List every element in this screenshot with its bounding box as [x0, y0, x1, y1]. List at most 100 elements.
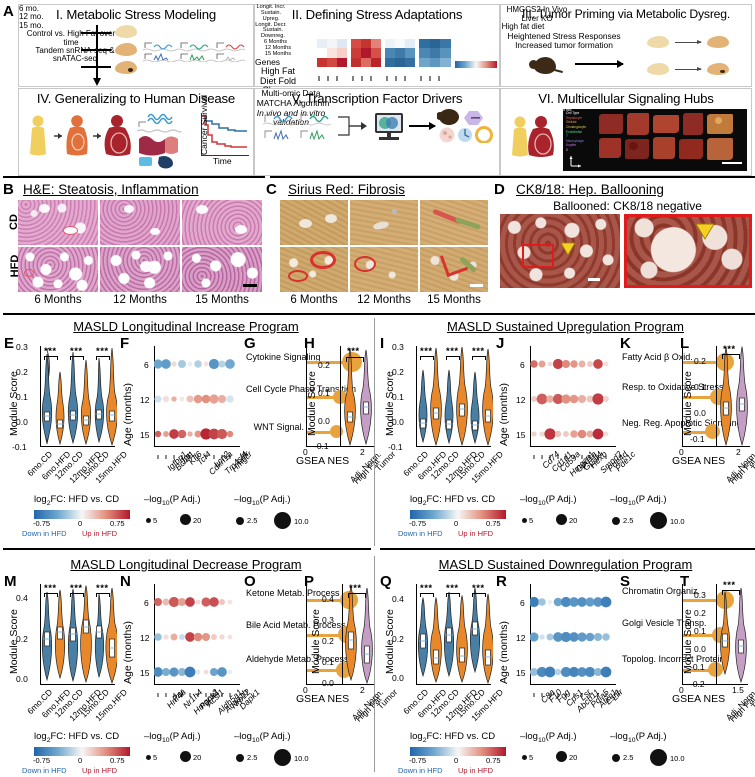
dot-Cdkn1a-6[interactable] [194, 360, 202, 368]
dot-Hexb-12[interactable] [577, 394, 587, 404]
dot-Aldh5a1-12[interactable] [201, 632, 211, 642]
dot-Igfbp1-15[interactable] [154, 430, 162, 438]
dot-Lifr-12[interactable] [602, 633, 610, 641]
dot-Ldlr-6[interactable] [225, 359, 235, 369]
dot-Pdia5-6[interactable] [577, 597, 587, 607]
dot-Klf6-15[interactable] [177, 429, 187, 439]
dot-Hmgcs1-15[interactable] [554, 430, 562, 438]
dot-Atxn1-6[interactable] [585, 597, 595, 607]
dot-Cps1-15[interactable] [554, 668, 562, 676]
dot-Cd74-15[interactable] [531, 431, 537, 437]
dot-Atxn1-15[interactable] [584, 666, 596, 678]
dot-Esr1-12[interactable] [593, 632, 603, 642]
dot-Cd1d1-15[interactable] [539, 431, 545, 437]
dot-Smpd2-6[interactable] [587, 361, 593, 367]
dot-Hmgcr-15[interactable] [216, 428, 228, 440]
dot-Smpd2-15[interactable] [586, 430, 594, 438]
dot-Atxn1-12[interactable] [585, 632, 595, 642]
dot-Lcn2-15[interactable] [200, 428, 212, 440]
dot-Gpat4-12[interactable] [569, 394, 579, 404]
dot-Pnr-6[interactable] [162, 598, 170, 606]
dot-Acaa1b-12[interactable] [211, 634, 217, 640]
dot-Pdia5-15[interactable] [577, 667, 587, 677]
dot-Igfbp1-6[interactable] [154, 359, 163, 369]
dot-Abcb11-12[interactable] [560, 631, 572, 643]
dot-Dapk1-6[interactable] [227, 599, 233, 605]
dot-C8a-15[interactable] [530, 667, 539, 677]
dot-Cd59a-12[interactable] [546, 395, 554, 403]
dot-Pde4d-12[interactable] [592, 393, 604, 405]
dot-F10-15[interactable] [536, 666, 548, 678]
dot-Hmgcs1-12[interactable] [552, 393, 564, 405]
o-lollidot-0[interactable] [340, 591, 358, 609]
dot-Hmgcr-12[interactable] [217, 394, 227, 404]
dot-Pde4d-15[interactable] [592, 428, 604, 440]
dot-F10-6[interactable] [538, 598, 546, 606]
dot-Gpd1a-15[interactable] [563, 431, 569, 437]
dot-Pdia5-12[interactable] [577, 632, 587, 642]
dot-Gpat4-6[interactable] [570, 360, 578, 368]
dot-Nrp12-6[interactable] [219, 599, 225, 605]
dot-Cd59a-15[interactable] [544, 428, 556, 440]
dot-Acsl1-15[interactable] [195, 669, 201, 675]
dot-Lifr-6[interactable] [600, 596, 612, 608]
dot-Esr1-15[interactable] [593, 667, 603, 677]
dot-Tm4sf4-15[interactable] [208, 428, 220, 440]
dot-Lcn2-12[interactable] [201, 394, 211, 404]
dot-Hexb-15[interactable] [577, 429, 587, 439]
dot-Hmgcs2-15[interactable] [177, 667, 187, 677]
dot-Pde4d-6[interactable] [593, 359, 603, 369]
dot-C8a-12[interactable] [530, 632, 539, 642]
dot-Cd74-6[interactable] [530, 360, 538, 368]
dot-Nrp12-15[interactable] [217, 667, 227, 677]
dot-Cd1d1-12[interactable] [536, 393, 548, 405]
dot-C8a-6[interactable] [530, 596, 540, 608]
s-lollidot-2[interactable] [708, 662, 723, 677]
dot-Acsl1-12[interactable] [193, 632, 203, 642]
dot-Bcl2l1-15[interactable] [163, 431, 169, 437]
dot-Gpat4-15[interactable] [570, 430, 578, 438]
dot-F10-12[interactable] [539, 634, 545, 640]
dot-Nr1h4-12[interactable] [170, 633, 178, 641]
dot-Tm4sf4-12[interactable] [209, 394, 219, 404]
dot-Tcf4-6[interactable] [187, 361, 193, 367]
dot-Cps1-12[interactable] [553, 632, 563, 642]
g-lollidot-2[interactable] [330, 425, 343, 438]
dot-Jun-6[interactable] [171, 361, 177, 367]
dot-Hnf4a-15[interactable] [154, 667, 163, 677]
dot-Lcn2-6[interactable] [203, 361, 209, 367]
dot-Lifr-15[interactable] [600, 666, 612, 678]
dot-Lsr-12[interactable] [569, 632, 579, 642]
dot-Klf6-12[interactable] [179, 396, 185, 402]
dot-Cps1-6[interactable] [553, 597, 563, 607]
dot-Tm4sf4-6[interactable] [208, 358, 220, 370]
dot-Abcb11-15[interactable] [560, 666, 572, 678]
dot-Esr1-6[interactable] [593, 597, 603, 607]
dot-Tcf4-15[interactable] [187, 431, 193, 437]
dot-Bcl2l1-12[interactable] [162, 395, 170, 403]
dot-Acsl1-6[interactable] [195, 599, 201, 605]
dot-Hexb-6[interactable] [578, 360, 586, 368]
dot-Pde1c-6[interactable] [603, 361, 609, 367]
dot-Acaa1b-15[interactable] [209, 667, 219, 677]
dot-Nr1h4-6[interactable] [168, 596, 180, 608]
dot-Cd74-12[interactable] [531, 396, 537, 402]
dot-Dapk1-12[interactable] [227, 634, 233, 640]
dot-Cd1d1-6[interactable] [538, 360, 546, 368]
dot-Fgg-12[interactable] [546, 633, 554, 641]
dot-Igfbp1-12[interactable] [154, 395, 162, 403]
dot-Pnr-15[interactable] [161, 667, 171, 677]
dot-Pde1c-12[interactable] [603, 396, 609, 402]
dot-Cd59a-6[interactable] [547, 361, 553, 367]
dot-Jun-12[interactable] [171, 396, 177, 402]
dot-Pnr-12[interactable] [163, 634, 169, 640]
dot-Ldlr-15[interactable] [226, 430, 234, 438]
dot-Dapk1-15[interactable] [227, 669, 233, 675]
dot-Hmgcs2-12[interactable] [179, 634, 185, 640]
dot-Nrp12-12[interactable] [219, 634, 225, 640]
dot-Hnf4a-12[interactable] [154, 633, 162, 641]
dot-Hmgcr-6[interactable] [218, 360, 226, 368]
dot-Smpd2-12[interactable] [586, 395, 594, 403]
dot-Fgg-6[interactable] [547, 599, 553, 605]
dot-Hmgcs2-6[interactable] [177, 597, 187, 607]
